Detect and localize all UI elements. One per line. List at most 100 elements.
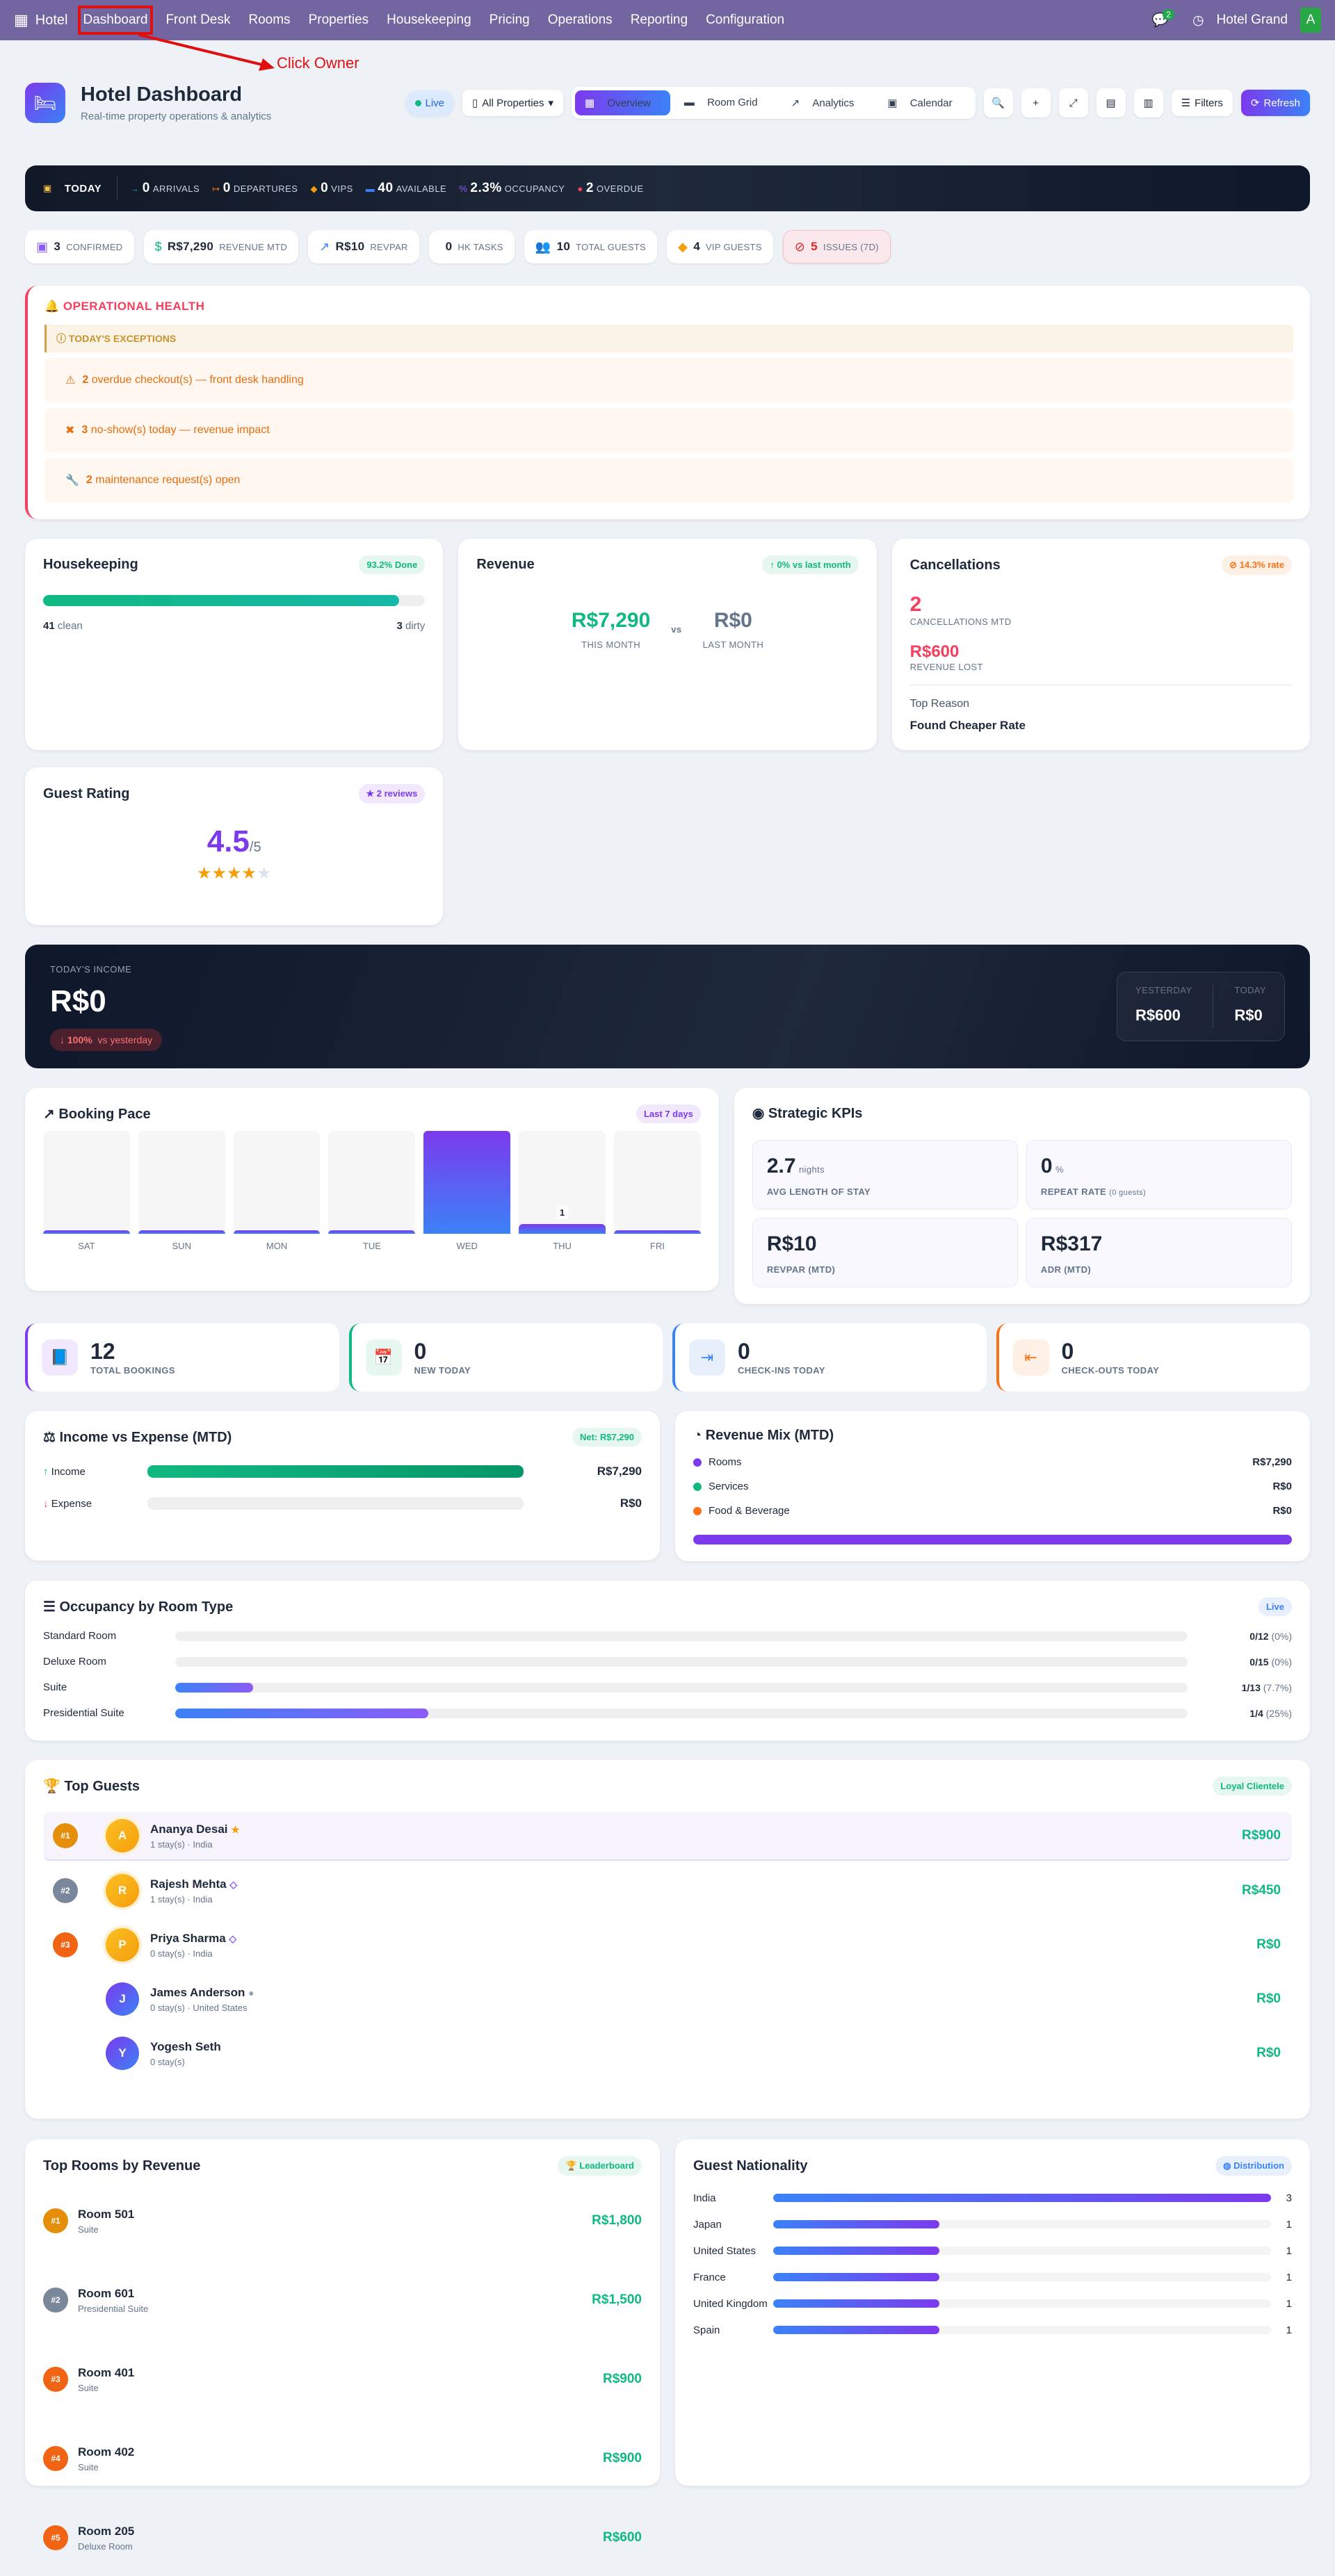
stat-icon: 📅 — [365, 1339, 402, 1376]
nav-item-pricing[interactable]: Pricing — [489, 13, 530, 27]
chip-icon: ↗ — [319, 239, 330, 254]
rating-stars: ★★★★★ — [43, 863, 425, 883]
stat-icon: ◆ — [310, 184, 318, 194]
range-badge: Last 7 days — [636, 1104, 701, 1123]
leaderboard-badge: 🏆 Leaderboard — [558, 2156, 642, 2176]
add-button[interactable]: + — [1021, 88, 1051, 117]
nav-item-configuration[interactable]: Configuration — [706, 13, 785, 27]
kpi-chip[interactable]: ◆ 4 VIP GUESTS — [667, 230, 773, 263]
nationality-row: India 3 — [693, 2192, 1292, 2204]
tab-analytics[interactable]: ↗ Analytics — [791, 97, 855, 109]
chip-icon: $ — [154, 239, 162, 254]
property-switcher[interactable]: Hotel Grand — [1216, 13, 1288, 27]
export-pdf-button[interactable]: ▥ — [1133, 88, 1163, 117]
nationality-row: Spain 1 — [693, 2324, 1292, 2336]
today-income: R$0 — [1234, 1006, 1263, 1024]
avatar: Y — [106, 2037, 139, 2070]
room-row[interactable]: #4 Room 402 Suite R$900 — [43, 2420, 642, 2497]
export-excel-button[interactable]: ▤ — [1096, 88, 1126, 117]
chat-icon[interactable]: 💬2 — [1152, 9, 1180, 28]
room-row[interactable]: #5 Room 205 Deluxe Room R$600 — [43, 2500, 642, 2576]
search-button[interactable]: 🔍 — [983, 88, 1013, 117]
income-row: ↑ Income R$7,290 — [43, 1465, 642, 1478]
pace-bar-sun: SUN — [138, 1131, 225, 1251]
stat-icon: ⇤ — [1012, 1339, 1049, 1376]
fullscreen-button[interactable]: ⤢ — [1058, 88, 1088, 117]
nav-item-properties[interactable]: Properties — [308, 13, 369, 27]
stat-card[interactable]: 📘 12 TOTAL BOOKINGS — [25, 1323, 339, 1392]
properties-dropdown[interactable]: ▯ All Properties ▾ — [462, 90, 564, 116]
card-title: Income vs Expense (MTD) — [59, 1430, 232, 1445]
kpi-tile: R$10 REVPAR (MTD) — [752, 1218, 1018, 1287]
status-badge: ★ 2 reviews — [358, 784, 426, 804]
star-icon: ★ — [211, 864, 227, 883]
brand[interactable]: Hotel — [35, 12, 68, 28]
yesterday-income: R$600 — [1135, 1006, 1181, 1024]
stat-card[interactable]: 📅 0 NEW TODAY — [348, 1323, 663, 1392]
kpi-chip[interactable]: ⊘ 5 ISSUES (7D) — [782, 230, 891, 263]
exception-item[interactable]: ✖ 3 no-show(s) today — revenue impact — [44, 408, 1293, 453]
star-icon: ★ — [226, 864, 242, 883]
guest-row[interactable]: #1 A Ananya Desai ★ 1 stay(s) · India R$900 — [43, 1812, 1292, 1861]
card-title: Housekeeping — [43, 557, 138, 572]
top-reason: Found Cheaper Rate — [909, 719, 1026, 732]
kpi-chip[interactable]: $ R$7,290 REVENUE MTD — [143, 230, 299, 263]
occupancy-row: Presidential Suite 1/4 (25%) — [43, 1707, 1292, 1719]
avatar[interactable]: A — [1300, 8, 1321, 33]
nav-item-housekeeping[interactable]: Housekeeping — [387, 13, 471, 27]
expense-row: ↓ Expense R$0 — [43, 1497, 642, 1510]
avatar: R — [106, 1874, 139, 1907]
refresh-button[interactable]: ⟳ Refresh — [1240, 90, 1310, 116]
pace-bar-sat: SAT — [43, 1131, 130, 1251]
kpi-tile: 0 % REPEAT RATE (0 guests) — [1026, 1140, 1292, 1209]
filters-button[interactable]: ☰ Filters — [1171, 90, 1233, 116]
nav-item-dashboard[interactable]: Dashboard — [77, 6, 154, 35]
stat-card[interactable]: ⇥ 0 CHECK-INS TODAY — [672, 1323, 987, 1392]
top-rooms-card: Top Rooms by Revenue 🏆 Leaderboard #1 Room… — [25, 2139, 660, 2552]
live-indicator: Live — [405, 90, 455, 116]
room-row[interactable]: #2 Room 601 Presidential Suite R$1,500 — [43, 2262, 642, 2338]
today-stat: ● 2 OVERDUE — [577, 181, 644, 195]
tab-calendar[interactable]: ▣ Calendar — [887, 97, 953, 109]
top-navbar: ▦ Hotel Dashboard Front Desk Rooms Properti… — [0, 0, 1335, 40]
chip-icon: ◆ — [678, 239, 688, 254]
cancellation-count: 2 — [909, 593, 922, 616]
guest-row[interactable]: #3 P Priya Sharma ◇ 0 stay(s) · India R$0 — [43, 1921, 1292, 1969]
mix-row: Food & Beverage R$0 — [693, 1505, 1292, 1517]
kpi-chip[interactable]: 0 HK TASKS — [428, 230, 515, 263]
room-row[interactable]: #1 Room 501 Suite R$1,800 — [43, 2183, 642, 2259]
exception-item[interactable]: ⚠ 2 overdue checkout(s) — front desk hand… — [44, 358, 1293, 402]
calendar-icon: ▣ — [43, 183, 52, 193]
tab-room-grid[interactable]: ▬ Room Grid — [683, 97, 758, 108]
occupancy-row: Suite 1/13 (7.7%) — [43, 1681, 1292, 1693]
bell-icon: 🔔 — [44, 300, 60, 313]
guest-row[interactable]: #2 R Rajesh Mehta ◇ 1 stay(s) · India R$450 — [43, 1866, 1292, 1915]
exception-icon: ⚠ — [65, 375, 76, 386]
kpi-chip[interactable]: ▣ 3 CONFIRMED — [25, 230, 134, 263]
exception-item[interactable]: 🔧 2 maintenance request(s) open — [44, 458, 1293, 503]
clock-icon[interactable]: ◷ — [1192, 13, 1204, 28]
kpi-chip[interactable]: 👥 10 TOTAL GUESTS — [524, 230, 658, 263]
net-badge: Net: R$7,290 — [572, 1428, 642, 1446]
guest-row[interactable]: J James Anderson ● 0 stay(s) · United Stat… — [43, 1975, 1292, 2023]
today-stat: ↦ 0 DEPARTURES — [212, 181, 298, 195]
star-icon: ★ — [196, 864, 212, 883]
kpi-chip[interactable]: ↗ R$10 REVPAR — [308, 230, 419, 263]
nav-item-operations[interactable]: Operations — [547, 13, 613, 27]
nav-item-reporting[interactable]: Reporting — [630, 13, 688, 27]
guest-row[interactable]: Y Yogesh Seth 0 stay(s) R$0 — [43, 2029, 1292, 2078]
kpi-tile: 2.7 nights AVG LENGTH OF STAY — [752, 1140, 1018, 1209]
income-value: R$0 — [50, 984, 106, 1018]
stat-icon: ▬ — [365, 184, 375, 194]
nav-item-rooms[interactable]: Rooms — [248, 13, 291, 27]
pace-bar-wed: WED — [423, 1131, 511, 1251]
nationality-row: France 1 — [693, 2271, 1292, 2283]
stat-card[interactable]: ⇤ 0 CHECK-OUTS TODAY — [996, 1323, 1310, 1392]
apps-grid-icon[interactable]: ▦ — [14, 11, 29, 28]
ops-title: OPERATIONAL HEALTH — [63, 300, 205, 313]
nav-item-front-desk[interactable]: Front Desk — [165, 13, 231, 27]
tab-overview[interactable]: ▦ Overview — [575, 90, 670, 115]
page-title: Hotel Dashboard — [81, 83, 243, 106]
room-row[interactable]: #3 Room 401 Suite R$900 — [43, 2341, 642, 2418]
chip-icon: 👥 — [535, 239, 551, 254]
